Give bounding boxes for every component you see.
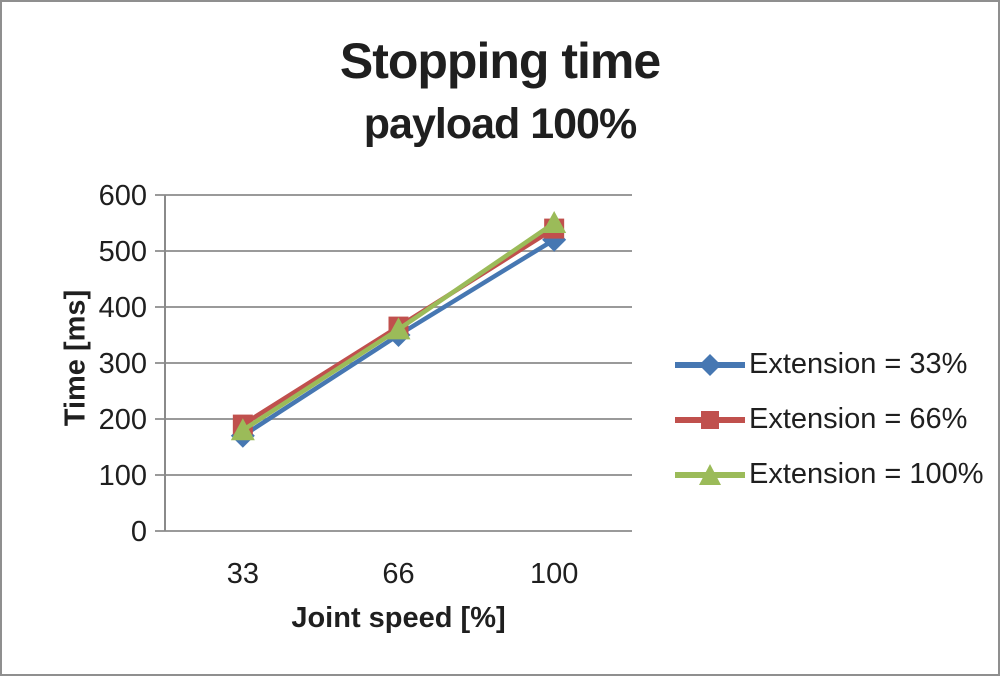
x-axis-title: Joint speed [%] <box>291 602 506 634</box>
legend-label: Extension = 66% <box>749 403 968 435</box>
triangle-marker-icon <box>675 463 745 485</box>
diamond-marker-icon <box>675 353 745 376</box>
svg-text:66: 66 <box>382 558 414 590</box>
chart-title: Stopping time <box>339 33 661 89</box>
svg-text:33: 33 <box>227 558 259 590</box>
svg-text:100: 100 <box>99 460 147 492</box>
svg-text:500: 500 <box>99 236 147 268</box>
svg-text:0: 0 <box>131 516 147 548</box>
legend-label: Extension = 33% <box>749 348 968 380</box>
svg-text:300: 300 <box>99 348 147 380</box>
legend-item-extension-33: Extension = 33% <box>674 337 984 392</box>
svg-text:400: 400 <box>99 292 147 324</box>
legend-item-extension-100: Extension = 100% <box>674 447 984 502</box>
y-axis-title-text: Time [ms] <box>59 289 92 427</box>
square-marker-icon <box>675 410 745 429</box>
chart-legend: Extension = 33% Extension = 66% Extensio… <box>674 337 984 502</box>
legend-item-extension-66: Extension = 66% <box>674 392 984 447</box>
svg-text:600: 600 <box>99 180 147 212</box>
svg-text:100: 100 <box>530 558 578 590</box>
chart-subtitle: payload 100% <box>363 100 637 148</box>
legend-label: Extension = 100% <box>749 458 984 490</box>
svg-text:200: 200 <box>99 404 147 436</box>
